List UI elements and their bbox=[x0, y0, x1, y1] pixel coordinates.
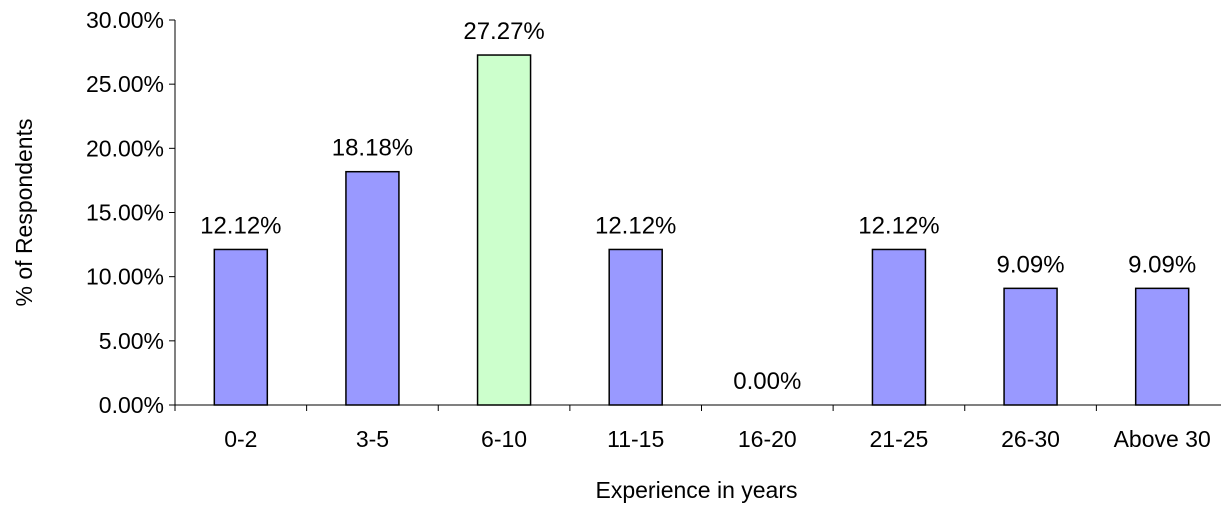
x-tick-label: 0-2 bbox=[224, 426, 257, 452]
bars bbox=[213, 54, 1190, 406]
x-tick-label: 16-20 bbox=[738, 426, 797, 452]
data-label: 27.27% bbox=[463, 18, 544, 45]
bar-above-30 bbox=[1134, 287, 1190, 406]
y-tick-label: 10.00% bbox=[86, 264, 164, 290]
data-label: 0.00% bbox=[733, 368, 801, 395]
y-tick-label: 30.00% bbox=[86, 7, 164, 33]
x-axis: 0-2 3-5 6-10 11-15 16-20 21-25 26-30 Above 30 bbox=[174, 404, 1221, 452]
x-tick-label: Above 30 bbox=[1114, 426, 1211, 452]
y-tick-label: 25.00% bbox=[86, 71, 164, 97]
bar-0-2 bbox=[213, 248, 269, 406]
x-tick-label: 11-15 bbox=[607, 426, 664, 452]
bar-6-10 bbox=[476, 54, 532, 406]
bar-26-30 bbox=[1003, 287, 1058, 406]
data-label: 18.18% bbox=[332, 135, 413, 162]
x-tick-label: 3-5 bbox=[356, 426, 389, 452]
data-label: 12.12% bbox=[858, 212, 939, 239]
y-axis-title: % of Respondents bbox=[11, 119, 37, 307]
bar-11-15 bbox=[608, 248, 663, 406]
y-tick-label: 20.00% bbox=[86, 135, 164, 161]
y-tick-label: 15.00% bbox=[86, 200, 164, 226]
y-tick-label: 0.00% bbox=[99, 392, 164, 418]
x-axis-title: Experience in years bbox=[596, 477, 798, 503]
data-label: 9.09% bbox=[1128, 251, 1196, 278]
bar-3-5 bbox=[345, 170, 400, 406]
y-axis: 0.00% 5.00% 10.00% 15.00% 20.00% 25.00% 30.00% bbox=[86, 7, 176, 418]
y-tick-label: 5.00% bbox=[99, 328, 164, 354]
x-tick-label: 26-30 bbox=[1001, 426, 1060, 452]
data-label: 9.09% bbox=[997, 251, 1065, 278]
x-tick-label: 6-10 bbox=[481, 426, 527, 452]
data-label: 12.12% bbox=[200, 212, 281, 239]
x-tick-label: 21-25 bbox=[870, 426, 929, 452]
bar-21-25 bbox=[871, 248, 927, 406]
data-label: 12.12% bbox=[595, 212, 676, 239]
data-labels: 12.12% 18.18% 27.27% 12.12% 0.00% 12.12% 9.09%… bbox=[200, 18, 1196, 395]
